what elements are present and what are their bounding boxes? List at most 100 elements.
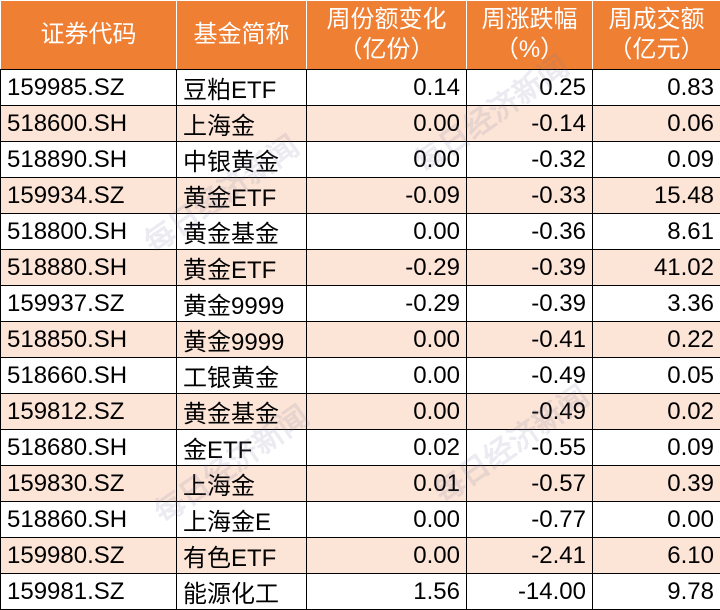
table-cell: 0.00	[307, 322, 467, 358]
header-row: 证券代码基金简称周份额变化（亿份）周涨跌幅（%）周成交额（亿元）	[1, 1, 720, 70]
table-cell: -0.55	[467, 430, 593, 466]
table-cell: 黄金ETF	[177, 250, 307, 286]
header-text: 基金简称	[177, 20, 306, 50]
header-cell: 周涨跌幅（%）	[467, 1, 593, 70]
table-cell: 中银黄金	[177, 142, 307, 178]
table-cell: -0.29	[307, 250, 467, 286]
table-cell: -0.77	[467, 502, 593, 538]
header-text: （亿份）	[307, 35, 466, 65]
table-cell: 0.39	[593, 466, 720, 502]
table-cell: -2.41	[467, 538, 593, 574]
table-cell: 8.61	[593, 214, 720, 250]
table-cell: 0.22	[593, 322, 720, 358]
table-cell: 0.00	[307, 142, 467, 178]
table-cell: 0.01	[307, 466, 467, 502]
table-cell: 上海金	[177, 466, 307, 502]
table-cell: 159937.SZ	[1, 286, 177, 322]
table-cell: 豆粕ETF	[177, 70, 307, 106]
table-cell: 0.83	[593, 70, 720, 106]
table-cell: 518850.SH	[1, 322, 177, 358]
header-text: （%）	[467, 35, 592, 65]
table-cell: 15.48	[593, 178, 720, 214]
table-cell: -0.39	[467, 286, 593, 322]
header-text: 周涨跌幅	[467, 5, 592, 35]
table-cell: -0.49	[467, 394, 593, 430]
table-cell: 金ETF	[177, 430, 307, 466]
table-cell: 黄金9999	[177, 286, 307, 322]
table-cell: 0.25	[467, 70, 593, 106]
table-cell: -0.14	[467, 106, 593, 142]
table-cell: -0.49	[467, 358, 593, 394]
table-cell: 0.02	[307, 430, 467, 466]
table-cell: 黄金基金	[177, 214, 307, 250]
table-cell: 0.00	[307, 358, 467, 394]
table-cell: -0.36	[467, 214, 593, 250]
table-cell: -0.41	[467, 322, 593, 358]
table-cell: 518860.SH	[1, 502, 177, 538]
table-cell: 上海金	[177, 106, 307, 142]
table-cell: 6.10	[593, 538, 720, 574]
table-cell: 518600.SH	[1, 106, 177, 142]
table-cell: -0.57	[467, 466, 593, 502]
header-cell: 周份额变化（亿份）	[307, 1, 467, 70]
table-cell: 41.02	[593, 250, 720, 286]
table-cell: 有色ETF	[177, 538, 307, 574]
page: 证券代码基金简称周份额变化（亿份）周涨跌幅（%）周成交额（亿元） 159985.…	[0, 0, 720, 579]
table-cell: -0.33	[467, 178, 593, 214]
table-cell: -0.09	[307, 178, 467, 214]
header-text: （亿元）	[593, 35, 720, 65]
table-cell: -0.39	[467, 250, 593, 286]
table-cell: 518880.SH	[1, 250, 177, 286]
table-cell: 0.00	[307, 538, 467, 574]
table-cell: 0.00	[307, 214, 467, 250]
table-cell: 0.09	[593, 142, 720, 178]
table-cell: 159812.SZ	[1, 394, 177, 430]
table-cell: 0.00	[307, 502, 467, 538]
header-text: 周成交额	[593, 5, 720, 35]
header-text: 证券代码	[1, 20, 176, 50]
table-cell: 518680.SH	[1, 430, 177, 466]
table-cell: 518660.SH	[1, 358, 177, 394]
table-cell: 159980.SZ	[1, 538, 177, 574]
table-cell: 工银黄金	[177, 358, 307, 394]
table-cell: 0.00	[307, 394, 467, 430]
table-cell: 0.05	[593, 358, 720, 394]
table-cell: 159985.SZ	[1, 70, 177, 106]
header-cell: 证券代码	[1, 1, 177, 70]
table-cell: 0.14	[307, 70, 467, 106]
table-cell: 0.02	[593, 394, 720, 430]
table-cell: 518890.SH	[1, 142, 177, 178]
header-cell: 基金简称	[177, 1, 307, 70]
table-cell: 0.00	[307, 106, 467, 142]
table-cell: 159934.SZ	[1, 178, 177, 214]
table-cell: 黄金ETF	[177, 178, 307, 214]
table-cell: 上海金E	[177, 502, 307, 538]
table-cell: 3.36	[593, 286, 720, 322]
table-cell: 0.09	[593, 430, 720, 466]
table-cell: 0.06	[593, 106, 720, 142]
table-cell: 0.00	[593, 502, 720, 538]
table-cell: 159830.SZ	[1, 466, 177, 502]
table-cell: 518800.SH	[1, 214, 177, 250]
header-text: 周份额变化	[307, 5, 466, 35]
header-cell: 周成交额（亿元）	[593, 1, 720, 70]
table-cell: -0.32	[467, 142, 593, 178]
table-cell: -0.29	[307, 286, 467, 322]
table-cell: 黄金基金	[177, 394, 307, 430]
